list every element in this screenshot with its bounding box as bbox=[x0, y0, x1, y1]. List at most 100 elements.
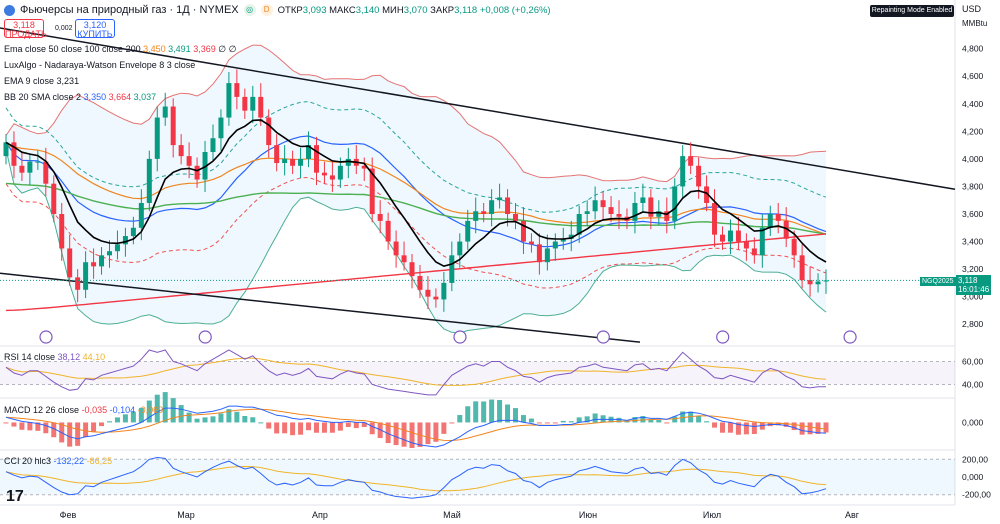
candle-body bbox=[704, 186, 710, 203]
candle-body bbox=[783, 220, 789, 239]
candle-body bbox=[226, 83, 232, 118]
candle-body bbox=[688, 156, 694, 166]
candle-body bbox=[473, 211, 479, 221]
candle-body bbox=[799, 255, 805, 281]
macd-hist-bar bbox=[640, 416, 646, 423]
candle-body bbox=[616, 214, 622, 217]
ema9-line bbox=[5, 119, 827, 268]
candle-body bbox=[576, 214, 582, 235]
macd-hist-bar bbox=[11, 422, 17, 427]
candle-body bbox=[11, 142, 17, 166]
ema100-value: 3,491 bbox=[168, 44, 191, 54]
macd-hist-bar bbox=[672, 416, 678, 423]
macd-hist-bar bbox=[528, 418, 534, 423]
macd-hist-bar bbox=[3, 422, 9, 424]
event-marker-icon bbox=[453, 330, 467, 344]
macd-hist-bar bbox=[513, 408, 519, 423]
candle-body bbox=[672, 186, 678, 221]
symbol-flag-icon bbox=[4, 4, 15, 16]
delayed-data-icon[interactable]: D bbox=[260, 4, 273, 16]
macd-hist-bar bbox=[680, 411, 686, 423]
candle-body bbox=[696, 165, 702, 187]
cci-ma-value: -86,25 bbox=[86, 456, 113, 466]
repainting-mode-badge: Repainting Mode Enabled bbox=[870, 5, 954, 17]
cci-legend[interactable]: CCI 20 hlc3 -132,22 -86,25 bbox=[4, 456, 112, 466]
macd-hist-bar bbox=[114, 417, 120, 423]
candle-body bbox=[329, 175, 335, 180]
macd-hist-bar bbox=[106, 421, 112, 423]
macd-hist-bar bbox=[449, 422, 455, 424]
candle-body bbox=[409, 262, 415, 276]
macd-hist-bar bbox=[497, 400, 503, 423]
candle-body bbox=[465, 220, 471, 242]
candle-body bbox=[250, 96, 256, 111]
macd-hist-bar bbox=[751, 422, 757, 434]
legend-ema[interactable]: Ema close 50 close 100 close 200 3,450 3… bbox=[4, 44, 236, 55]
macd-hist-bar bbox=[393, 422, 399, 446]
y-tick-label: 3,600 bbox=[962, 209, 984, 219]
macd-hist-value: -0,035 bbox=[81, 405, 108, 415]
ema9-label: EMA 9 close bbox=[4, 76, 55, 86]
legend-ema9[interactable]: EMA 9 close 3,231 bbox=[4, 76, 79, 86]
candle-body bbox=[751, 248, 757, 256]
macd-hist-bar bbox=[91, 422, 97, 433]
rsi-legend[interactable]: RSI 14 close 38,12 44,10 bbox=[4, 352, 105, 362]
y-tick-label: 3,000 bbox=[962, 292, 984, 302]
event-marker-icon bbox=[39, 330, 53, 344]
macd-hist-bar bbox=[791, 422, 797, 431]
candle-body bbox=[743, 241, 749, 249]
market-open-icon[interactable]: ◎ bbox=[243, 4, 256, 16]
rsi-tick-label: 60,00 bbox=[962, 357, 984, 367]
x-tick-label: Май bbox=[443, 510, 461, 520]
macd-hist-bar bbox=[178, 405, 184, 423]
macd-hist-bar bbox=[823, 422, 829, 433]
luxalgo-label: LuxAlgo - Nadaraya-Watson Envelope 8 3 c… bbox=[4, 60, 196, 70]
rsi-label: RSI 14 close bbox=[4, 352, 56, 362]
symbol-title[interactable]: Фьючерсы на природный газ · 1Д · NYMEX bbox=[20, 4, 239, 16]
candle-body bbox=[584, 211, 590, 214]
macd-hist-bar bbox=[385, 422, 391, 444]
last-price-tag: 3,118 16:01:46 bbox=[956, 275, 992, 295]
y-tick-label: 4,800 bbox=[962, 44, 984, 54]
macd-hist-bar bbox=[473, 401, 479, 423]
high-value: 3,140 bbox=[355, 4, 380, 16]
sell-button[interactable]: 3,118 ПРОДАТЬ bbox=[4, 19, 47, 39]
y-tick-label: 3,800 bbox=[962, 181, 984, 191]
tradingview-logo[interactable]: 17 bbox=[6, 488, 24, 505]
candle-body bbox=[377, 214, 383, 221]
legend-bb[interactable]: BB 20 SMA close 2 3,350 3,664 3,037 bbox=[4, 92, 156, 102]
candle-body bbox=[210, 138, 216, 152]
legend-luxalgo[interactable]: LuxAlgo - Nadaraya-Watson Envelope 8 3 c… bbox=[4, 60, 195, 70]
candle-body bbox=[489, 200, 495, 214]
unit-label[interactable]: MMBtu bbox=[962, 19, 988, 28]
buy-button[interactable]: 3,120 КУПИТЬ bbox=[75, 19, 115, 39]
y-tick-label: 3,200 bbox=[962, 264, 984, 274]
candle-body bbox=[321, 172, 327, 176]
header-bar: Фьючерсы на природный газ · 1Д · NYMEX ◎… bbox=[4, 3, 551, 17]
candle-body bbox=[536, 244, 542, 263]
candle-body bbox=[600, 200, 606, 208]
candle-body bbox=[146, 158, 152, 203]
macd-hist-bar bbox=[696, 415, 702, 423]
nw-envelope-upper bbox=[5, 101, 827, 213]
macd-hist-bar bbox=[441, 422, 447, 434]
y-tick-label: 3,400 bbox=[962, 237, 984, 247]
x-tick-label: Фев bbox=[60, 510, 77, 520]
last-price-value: 3,118 bbox=[958, 276, 978, 285]
macd-line bbox=[5, 405, 827, 448]
candle-body bbox=[592, 200, 598, 212]
candle-body bbox=[337, 165, 343, 180]
macd-hist-bar bbox=[274, 422, 280, 434]
event-marker-icon bbox=[198, 330, 212, 344]
macd-legend[interactable]: MACD 12 26 close -0,035 -0,104 -0,069 bbox=[4, 405, 163, 415]
candle-body bbox=[680, 156, 686, 187]
macd-signal-value: -0,069 bbox=[137, 405, 164, 415]
candle-body bbox=[35, 161, 41, 163]
macd-hist-bar bbox=[576, 417, 582, 423]
bb-basis-value: 3,350 bbox=[83, 92, 107, 102]
macd-hist-bar bbox=[465, 406, 471, 423]
currency-label[interactable]: USD bbox=[962, 4, 982, 14]
macd-hist-bar bbox=[632, 417, 638, 423]
macd-hist-bar bbox=[433, 422, 439, 442]
